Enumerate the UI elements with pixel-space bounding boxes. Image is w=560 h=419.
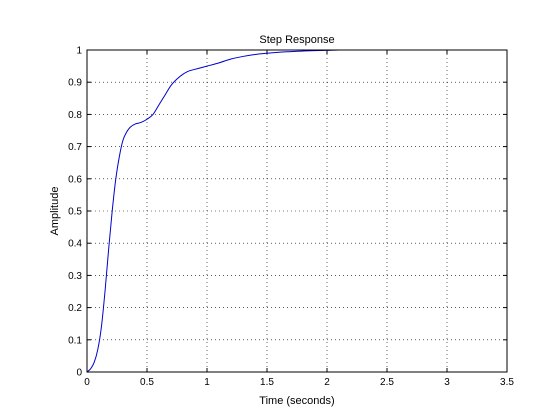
y-tick-label: 0.5: [68, 207, 82, 218]
y-axis-label: Amplitude: [49, 187, 61, 236]
x-tick-label: 0.5: [140, 377, 154, 388]
x-tick-label: 2: [324, 377, 330, 388]
x-tick-label: 3.5: [500, 377, 514, 388]
y-tick-label: 1: [76, 46, 82, 57]
x-tick-label: 0: [84, 377, 90, 388]
y-tick-label: 0.4: [68, 239, 82, 250]
x-axis-label: Time (seconds): [259, 395, 334, 407]
y-tick-label: 0.8: [68, 110, 82, 121]
chart-title: Step Response: [259, 34, 334, 46]
x-tick-label: 1.5: [260, 377, 274, 388]
y-tick-label: 0.2: [68, 303, 82, 314]
step-response-line: [86, 49, 357, 373]
plot-area: [87, 50, 507, 372]
x-tick-label: 2.5: [380, 377, 394, 388]
y-tick-label: 0.1: [68, 335, 82, 346]
axes-box: [86, 49, 508, 373]
x-tick-label: 3: [444, 377, 450, 388]
y-tick-label: 0.3: [68, 271, 82, 282]
y-tick-label: 0: [76, 368, 82, 379]
y-tick-label: 0.9: [68, 78, 82, 89]
y-tick-label: 0.6: [68, 174, 82, 185]
x-tick-label: 1: [204, 377, 210, 388]
x-tick-labels: 0 0.5 1 1.5 2 2.5 3 3.5: [84, 377, 514, 388]
y-tick-labels: 0 0.1 0.2 0.3 0.4 0.5 0.6 0.7 0.8 0.9 1: [68, 46, 82, 379]
y-tick-label: 0.7: [68, 142, 82, 153]
grid: [87, 50, 507, 372]
